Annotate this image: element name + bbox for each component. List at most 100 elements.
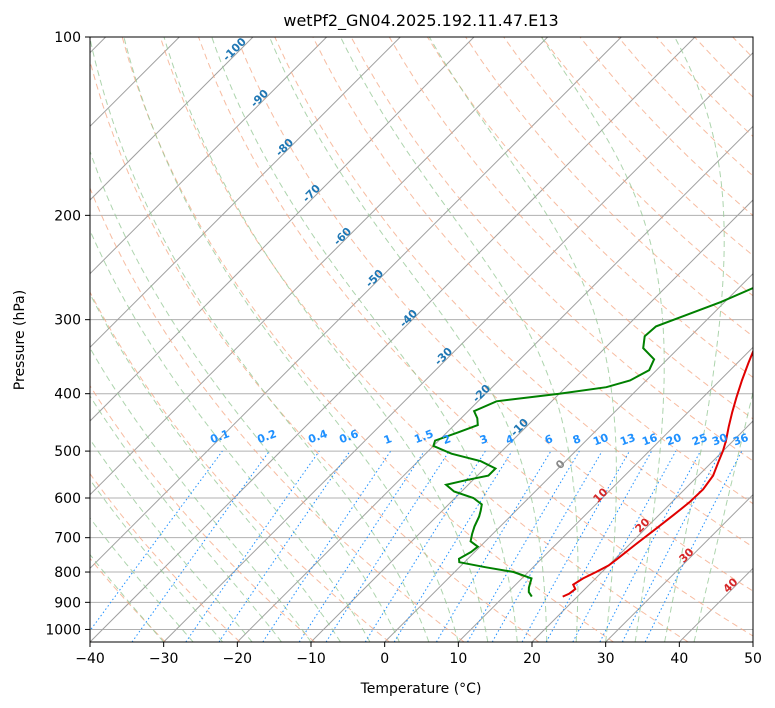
mixing-ratio-label: 6 — [543, 432, 555, 447]
mixing-ratio-line — [521, 450, 630, 642]
isotherm — [531, 420, 753, 642]
moist-adiabat — [664, 37, 725, 642]
dry-adiabat — [694, 37, 753, 98]
x-tick-label: −30 — [149, 651, 179, 667]
moist-adiabat — [90, 149, 400, 642]
moist-adiabat-label: 40 — [721, 575, 741, 595]
moist-adiabat — [90, 229, 371, 642]
y-tick-label: 200 — [54, 208, 81, 224]
mixing-ratio-line — [131, 450, 270, 642]
isotherm — [163, 51, 753, 642]
y-tick-label: 600 — [54, 491, 81, 507]
moist-adiabat — [269, 37, 548, 642]
dry-adiabat — [159, 37, 689, 642]
isotherm — [90, 37, 622, 570]
dry-adiabat — [312, 37, 753, 505]
moist-adiabats — [90, 37, 753, 642]
mixing-ratio-line — [262, 450, 392, 642]
mixing-ratio-line — [621, 450, 722, 642]
wet-bulb-zero-label: 0 — [553, 457, 568, 472]
x-tick-label: 20 — [523, 651, 541, 667]
sounding-series — [432, 286, 753, 598]
mixing-ratio-line — [644, 450, 743, 642]
mixing-ratio-label: 0.2 — [255, 427, 278, 446]
isotherm — [678, 567, 753, 642]
dry-adiabat-label: -80 — [273, 136, 296, 159]
mixing-ratio-label: 25 — [690, 431, 709, 448]
y-tick-label: 700 — [54, 531, 81, 547]
moist-adiabat — [340, 37, 579, 642]
y-tick-label: 800 — [54, 565, 81, 581]
x-tick-label: 40 — [670, 651, 688, 667]
dry-adiabat — [465, 37, 753, 338]
moist-adiabat — [540, 37, 665, 642]
x-tick-label: 50 — [744, 651, 762, 667]
x-tick-label: 10 — [449, 651, 467, 667]
dewpoint-profile — [432, 286, 753, 598]
x-tick-label: 0 — [380, 651, 389, 667]
dry-adiabat — [90, 384, 316, 642]
mixing-ratio-line — [545, 450, 653, 642]
dry-adiabat-label: -70 — [300, 182, 323, 205]
mixing-ratio-label: 16 — [640, 431, 659, 449]
isotherm — [457, 346, 753, 642]
dry-adiabat — [503, 37, 753, 297]
moist-adiabat — [123, 37, 459, 642]
mixing-ratio-label: 3 — [478, 432, 490, 447]
mixing-ratio-line — [90, 450, 223, 632]
isotherm — [90, 37, 696, 642]
moist-adiabat-label: 10 — [591, 485, 611, 505]
pressure-gridlines — [90, 37, 753, 630]
plot-frame — [89, 36, 754, 643]
moist-adiabat — [90, 553, 165, 642]
y-axis-label: Pressure (hPa) — [12, 290, 28, 390]
dry-adiabats — [90, 37, 775, 642]
isotherm — [605, 493, 753, 642]
mixing-ratio-label: 1.5 — [412, 427, 435, 446]
x-axis-ticks: −40 −30 −20 −10 0 10 20 30 40 50 — [75, 642, 762, 667]
dry-adiabat — [732, 37, 753, 59]
moist-adiabat — [90, 517, 194, 642]
dry-adiabat — [771, 37, 775, 642]
dry-adiabat — [274, 37, 753, 548]
mixing-ratio-label: 0.6 — [337, 427, 360, 446]
mixing-ratio-label: 13 — [618, 431, 637, 448]
x-tick-label: −20 — [223, 651, 253, 667]
moist-adiabat — [693, 390, 753, 642]
moist-adiabat — [428, 37, 617, 642]
mixing-ratio-label: 20 — [664, 431, 683, 449]
isotherm — [236, 125, 753, 642]
isotherm — [384, 272, 753, 642]
mixing-ratio-line — [185, 450, 320, 642]
isotherm — [90, 37, 475, 422]
mixing-ratio-label: 36 — [731, 431, 750, 449]
x-tick-label: −10 — [296, 651, 326, 667]
y-tick-label: 1000 — [45, 622, 81, 638]
isotherm — [90, 37, 328, 275]
dry-adiabat — [90, 59, 540, 642]
y-tick-label: 400 — [54, 387, 81, 403]
mixing-ratio-line — [393, 450, 513, 642]
y-tick-label: 500 — [54, 444, 81, 460]
mixing-ratio-label: 10 — [591, 431, 610, 449]
dry-adiabat — [388, 37, 753, 420]
dry-adiabat — [90, 291, 390, 642]
moist-adiabat — [163, 37, 489, 642]
dry-adiabat — [350, 37, 753, 462]
isotherm — [90, 37, 549, 496]
moist-adiabat — [211, 37, 518, 642]
y-tick-label: 900 — [54, 595, 81, 611]
chart-title: wetPf2_GN04.2025.192.11.47.E13 — [283, 11, 558, 31]
mixing-ratio-label: 4 — [504, 432, 516, 447]
mixing-ratio-label: 1 — [382, 432, 394, 447]
isotherm-lines — [90, 37, 753, 642]
moist-adiabat — [90, 479, 223, 642]
dry-adiabat — [426, 37, 753, 378]
dry-adiabat-label: -50 — [363, 267, 386, 290]
mixing-ratio-label: 0.1 — [208, 427, 231, 446]
mixing-ratio-line — [218, 450, 351, 642]
x-axis-label: Temperature (°C) — [360, 681, 482, 697]
moist-adiabat — [90, 347, 312, 642]
dry-adiabat-label: -40 — [397, 307, 420, 330]
